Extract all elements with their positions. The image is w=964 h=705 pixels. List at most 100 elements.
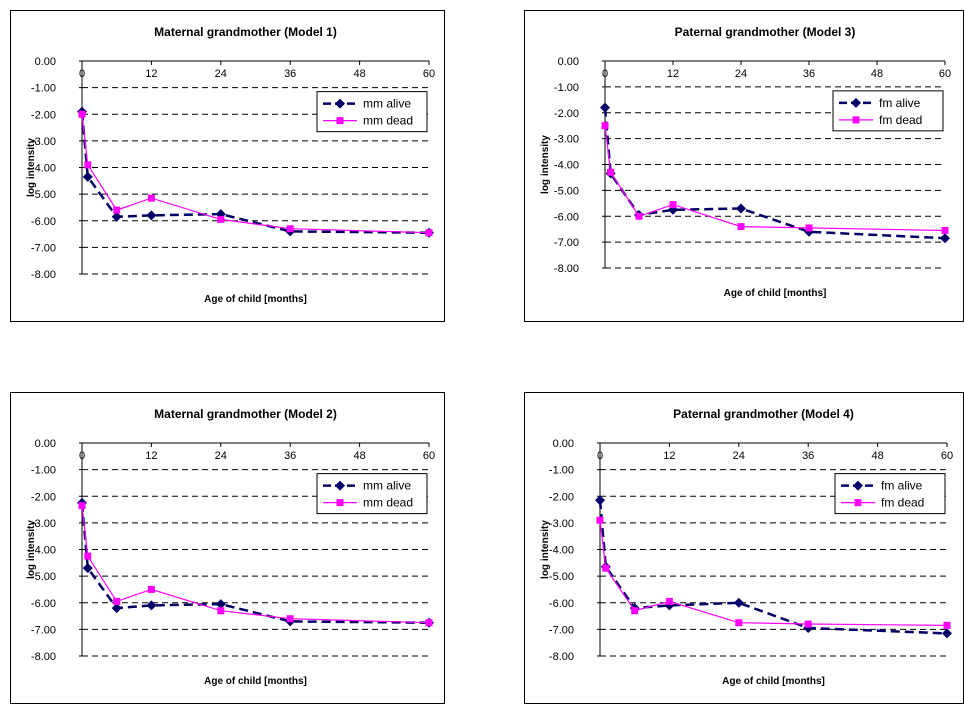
y-tick-label: -2.00 (31, 109, 56, 121)
legend-label: fm dead (879, 113, 922, 127)
data-point-square (147, 194, 155, 202)
y-tick-label: -5.00 (549, 571, 574, 583)
data-point-diamond (733, 597, 744, 608)
y-tick-label: -7.00 (31, 624, 56, 636)
legend-swatch-marker (336, 499, 344, 507)
data-point-diamond (82, 171, 93, 182)
chart-svg: Paternal grandmother (Model 3) 0.00 -1.00 -… (540, 25, 951, 299)
y-tick-label: 0.00 (558, 56, 579, 68)
data-point-square (113, 597, 121, 605)
y-tick-label: -7.00 (31, 242, 56, 254)
data-point-diamond (736, 203, 746, 214)
data-point-square (941, 226, 949, 234)
x-tick-label: 48 (871, 450, 883, 462)
chart-svg: Paternal grandmother (Model 4) 0.00 -1.00 -… (540, 407, 953, 687)
x-tick-label: 48 (353, 68, 365, 80)
series-line-fm-dead (604, 125, 946, 232)
y-tick-label: -6.00 (31, 216, 56, 228)
x-tick-label: 48 (353, 450, 365, 462)
legend-swatch-marker (854, 499, 862, 507)
x-tick-label: 0 (79, 68, 85, 80)
data-point-diamond (942, 628, 952, 639)
legend-swatch-marker (335, 480, 345, 491)
legend-box (316, 91, 428, 133)
y-tick-label: -8.00 (554, 263, 579, 275)
data-point-diamond (82, 563, 93, 574)
chart-title: Maternal grandmother (Model 1) (154, 25, 337, 39)
legend-label: mm dead (363, 496, 413, 510)
y-tick-label: 0.00 (35, 56, 56, 68)
chart-title: Paternal grandmother (Model 3) (675, 25, 856, 39)
data-point-square (78, 502, 86, 510)
data-point-square (596, 516, 604, 524)
y-tick-label: -5.00 (31, 571, 56, 583)
y-tick-label: -7.00 (549, 624, 574, 636)
y-axis-label: log intensity (26, 138, 37, 197)
data-point-square (943, 621, 951, 629)
data-point-square (602, 564, 610, 572)
data-point-diamond (940, 233, 950, 244)
y-tick-label: -1.00 (31, 83, 56, 95)
y-tick-label: -8.00 (31, 269, 56, 281)
y-tick-label: -5.00 (554, 185, 579, 197)
legend-swatch-marker (853, 480, 863, 491)
data-point-square (217, 215, 225, 223)
data-point-diamond (215, 599, 226, 610)
x-tick-label: 60 (423, 450, 435, 462)
data-point-square (286, 615, 294, 623)
legend-label: fm alive (879, 96, 921, 110)
y-tick-label: -3.00 (554, 134, 579, 146)
x-tick-label: 60 (423, 68, 435, 80)
x-tick-label: 36 (802, 450, 814, 462)
data-point-square (84, 161, 92, 169)
data-point-square (286, 225, 294, 233)
legend-label: mm alive (363, 97, 411, 111)
y-tick-label: -4.00 (554, 160, 579, 172)
legend-swatch-marker (335, 98, 345, 109)
x-tick-label: 12 (663, 450, 675, 462)
data-point-square (735, 619, 743, 627)
x-tick-label: 36 (284, 68, 296, 80)
x-tick-label: 12 (145, 450, 157, 462)
x-axis-label: Age of child [months] (722, 676, 825, 687)
y-tick-label: -3.00 (549, 518, 574, 530)
series-line-mm-alive (80, 502, 430, 624)
data-point-diamond (111, 603, 122, 614)
x-tick-label: 60 (941, 450, 953, 462)
data-point-square (737, 223, 745, 231)
x-axis-label: Age of child [months] (204, 294, 307, 305)
data-point-diamond (111, 211, 122, 222)
data-point-square (805, 224, 813, 232)
legend-label: mm dead (363, 114, 413, 128)
x-tick-label: 24 (735, 68, 747, 80)
series-line-fm-dead (599, 520, 948, 626)
data-point-square (607, 168, 615, 176)
data-point-square (601, 122, 609, 130)
y-tick-label: -1.00 (549, 465, 574, 477)
y-tick-label: -6.00 (554, 211, 579, 223)
chart-panel-maternal-model-1: Maternal grandmother (Model 1) 0.00 -1.00 -… (10, 10, 445, 322)
data-point-square (113, 206, 121, 214)
y-tick-label: -6.00 (549, 598, 574, 610)
data-point-square (631, 607, 639, 615)
data-point-square (669, 201, 677, 209)
y-tick-label: -4.00 (549, 545, 574, 557)
chart-svg: Maternal grandmother (Model 1) 0.00 -1.00 -… (26, 25, 435, 305)
data-point-diamond (146, 600, 157, 611)
x-tick-label: 0 (79, 450, 85, 462)
x-axis-label: Age of child [months] (204, 676, 307, 687)
x-tick-label: 48 (871, 68, 883, 80)
chart-panel-paternal-model-4: Paternal grandmother (Model 4) 0.00 -1.00 -… (524, 392, 964, 704)
x-tick-label: 36 (284, 450, 296, 462)
chart-title: Paternal grandmother (Model 4) (673, 407, 854, 421)
y-tick-label: -1.00 (31, 465, 56, 477)
x-tick-label: 0 (597, 450, 603, 462)
legend-box (832, 90, 944, 132)
legend-label: mm alive (363, 479, 411, 493)
y-axis-label: log intensity (26, 520, 37, 579)
legend-label: fm dead (881, 496, 924, 510)
data-point-square (425, 229, 433, 237)
y-tick-label: -5.00 (31, 189, 56, 201)
x-tick-label: 60 (939, 68, 951, 80)
legend-box (834, 473, 946, 515)
